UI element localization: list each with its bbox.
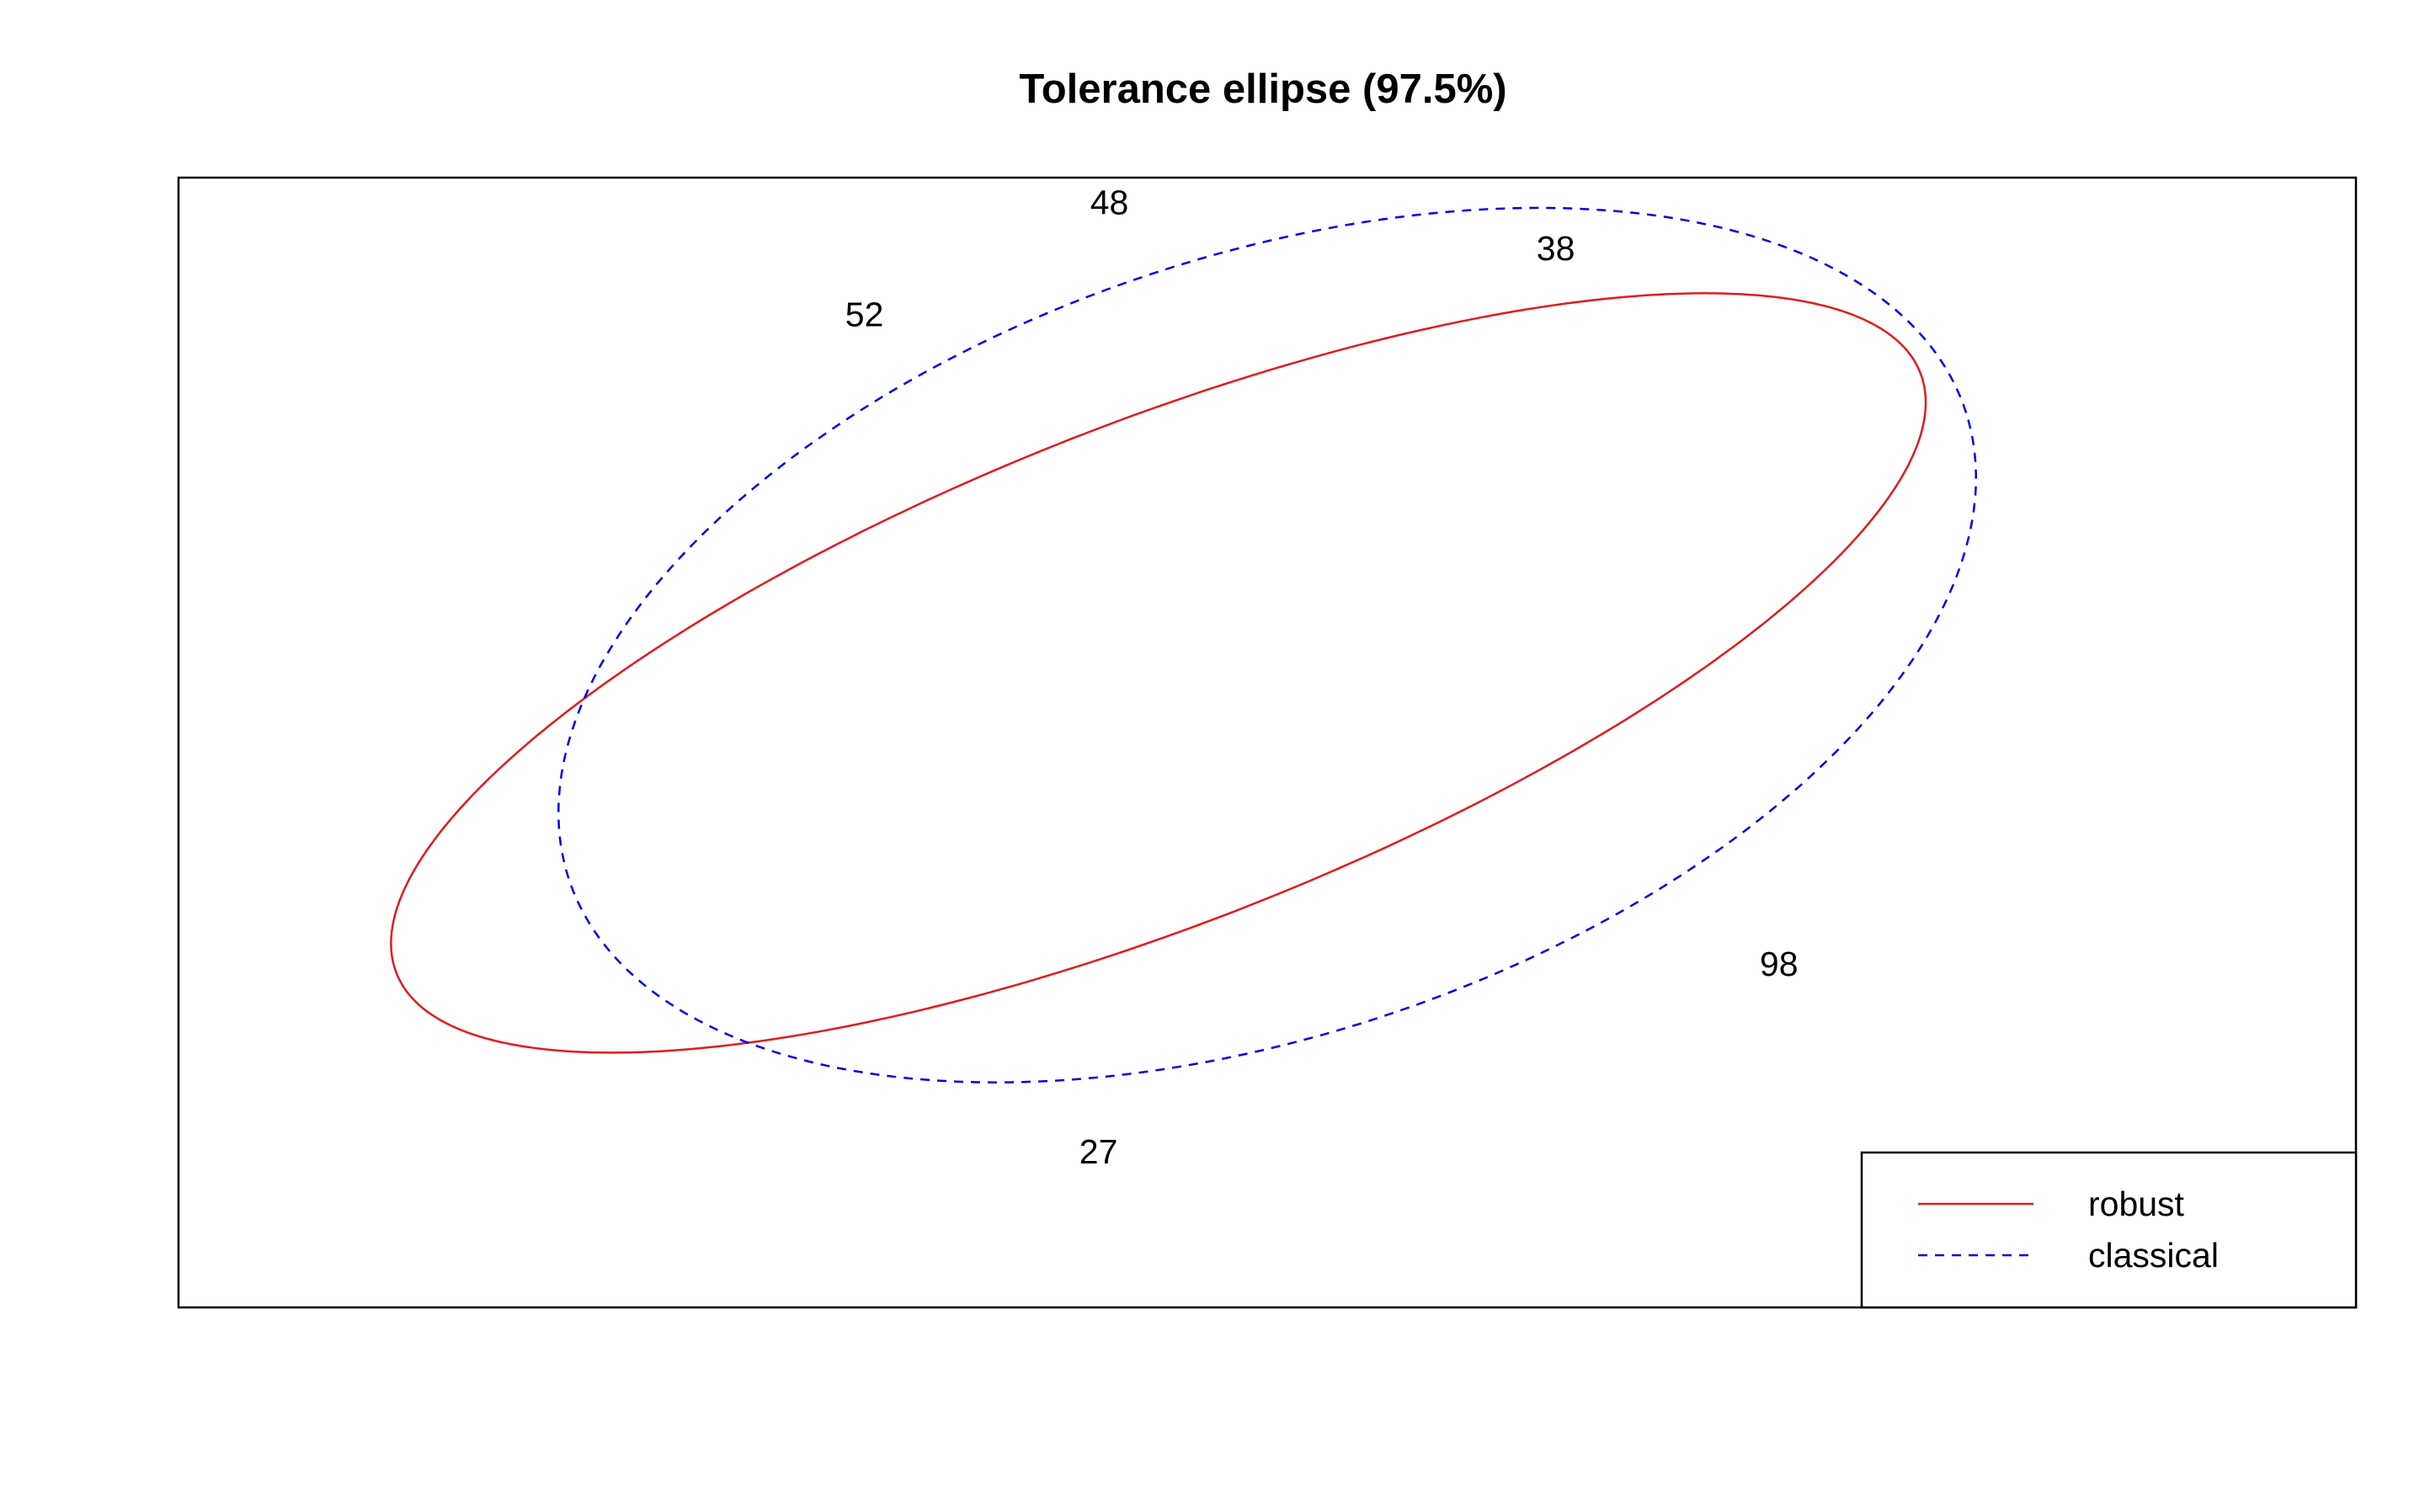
legend: robust classical — [1860, 1151, 2358, 1309]
point-label-38: 38 — [1537, 229, 1575, 268]
chart-title: Tolerance ellipse (97.5%) — [1019, 67, 1506, 112]
plot-frame — [177, 176, 2358, 1309]
legend-box — [1860, 1151, 2358, 1309]
series-layer — [390, 206, 1977, 1083]
ellipse-robust — [390, 292, 1927, 1054]
legend-classical-label: classical — [2088, 1236, 2219, 1275]
point-label-52: 52 — [845, 295, 884, 334]
point-label-48: 48 — [1090, 184, 1129, 222]
point-label-27: 27 — [1079, 1132, 1118, 1171]
legend-robust-label: robust — [2088, 1185, 2185, 1223]
point-labels: 48 38 52 98 27 — [845, 184, 1799, 1171]
point-label-98: 98 — [1760, 945, 1799, 983]
ellipse-classical — [557, 206, 1977, 1083]
